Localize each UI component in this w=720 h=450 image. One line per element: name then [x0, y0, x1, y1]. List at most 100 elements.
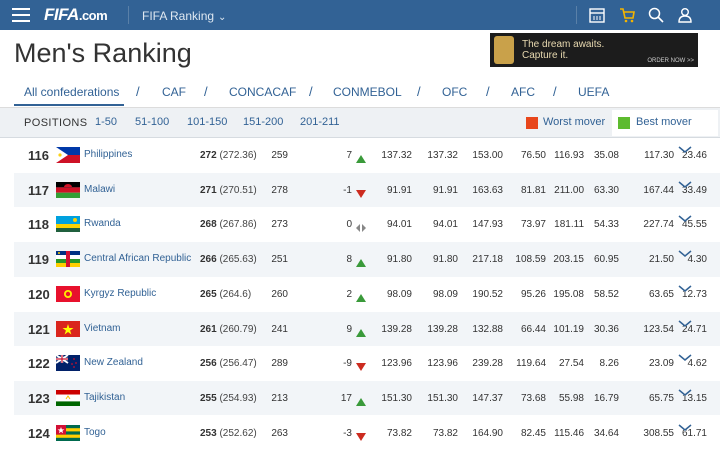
- positions-range-link[interactable]: 201-211: [300, 116, 340, 128]
- score-cell: 66.44: [520, 323, 546, 335]
- points-cell: 268 (267.86): [200, 219, 257, 231]
- vietnam-flag-icon: [56, 320, 80, 337]
- table-row[interactable]: 119 Central African Republic 266 (265.63) 2…: [14, 242, 720, 277]
- score-cell: 27.54: [558, 358, 584, 370]
- score-cell: 101.19: [553, 323, 584, 335]
- tab-caf[interactable]: CAF: [162, 85, 186, 99]
- score-cell: 227.74: [643, 219, 674, 231]
- country-link[interactable]: Central African Republic: [84, 253, 192, 265]
- score-cell: 73.82: [386, 427, 412, 439]
- trend-down-icon: [355, 186, 367, 198]
- fifa-logo[interactable]: FIFA.com: [44, 5, 108, 24]
- menu-icon[interactable]: [12, 8, 30, 22]
- chevron-down-icon: ⌄: [218, 12, 227, 23]
- best-mover-legend-box[interactable]: Best mover: [612, 110, 718, 136]
- table-row[interactable]: 116 Philippines 272 (272.36) 259 7 137.32 137.…: [14, 138, 720, 173]
- tab-concacaf[interactable]: CONCACAF: [229, 85, 297, 99]
- tabs-divider: [0, 107, 720, 108]
- table-row[interactable]: 122 New Zealand 256 (256.47) 289 -9 123.96 123…: [14, 346, 720, 381]
- chevron-down-icon[interactable]: [677, 281, 693, 292]
- trend-same-icon: [355, 220, 367, 233]
- score-cell: 91.91: [386, 184, 412, 196]
- country-link[interactable]: Tajikistan: [84, 391, 126, 403]
- score-cell: 91.80: [386, 254, 412, 266]
- newzealand-flag-icon: [56, 355, 80, 372]
- car-flag-icon: [56, 251, 80, 268]
- chevron-down-icon[interactable]: [677, 177, 693, 188]
- country-link[interactable]: Philippines: [84, 149, 133, 160]
- rank-cell: 117: [28, 182, 49, 198]
- table-row[interactable]: 123 Tajikistan 255 (254.93) 213 17 151.30 151.…: [14, 380, 720, 416]
- score-cell: 65.75: [648, 392, 674, 404]
- country-link[interactable]: Vietnam: [84, 322, 121, 334]
- positions-range-link[interactable]: 1-50: [95, 116, 118, 128]
- user-icon[interactable]: [676, 6, 694, 24]
- chevron-down-icon[interactable]: [677, 350, 693, 362]
- previous-points-cell: 260: [271, 288, 288, 300]
- score-cell: 21.50: [648, 254, 674, 266]
- rank-movement-cell: 17: [340, 392, 352, 404]
- rwanda-flag-icon: [56, 216, 80, 233]
- country-link[interactable]: Malawi: [84, 183, 116, 195]
- previous-points-cell: 278: [271, 184, 288, 196]
- score-cell: 98.09: [432, 288, 458, 300]
- positions-range-link[interactable]: 101-150: [187, 116, 228, 128]
- ad-order-button[interactable]: ORDER NOW >>: [647, 58, 694, 64]
- chevron-down-icon[interactable]: [677, 385, 693, 396]
- rank-cell: 122: [28, 356, 50, 372]
- country-link[interactable]: Rwanda: [84, 218, 121, 230]
- tab-all-confederations[interactable]: All confederations: [24, 85, 120, 99]
- rank-cell: 124: [28, 425, 50, 441]
- rank-movement-cell: 8: [346, 254, 352, 266]
- score-cell: 95.26: [520, 288, 546, 300]
- search-icon[interactable]: [647, 6, 665, 24]
- previous-points-cell: 263: [271, 427, 288, 439]
- points-cell: 261 (260.79): [200, 323, 257, 335]
- table-row[interactable]: 124 Togo 253 (252.62) 263 -3 73.82 73.82 164.90…: [14, 415, 720, 450]
- table-row[interactable]: 118 Rwanda 268 (267.86) 273 0 94.01 94.01 147.9…: [14, 207, 720, 242]
- tab-afc[interactable]: AFC: [511, 85, 535, 99]
- tab-conmebol[interactable]: CONMEBOL: [333, 85, 402, 99]
- chevron-down-icon[interactable]: [677, 246, 693, 258]
- country-link[interactable]: New Zealand: [84, 357, 143, 369]
- best-mover-legend: Best mover: [636, 116, 692, 128]
- score-cell: 58.52: [593, 288, 619, 300]
- tab-ofc[interactable]: OFC: [442, 85, 468, 99]
- table-row[interactable]: 121 Vietnam 261 (260.79) 241 9 139.28 139.28 13…: [14, 311, 720, 346]
- score-cell: 23.09: [648, 358, 674, 370]
- score-cell: 123.54: [643, 323, 674, 335]
- tab-separator: /: [553, 84, 557, 99]
- score-cell: 123.96: [381, 358, 412, 370]
- previous-points-cell: 241: [271, 323, 288, 335]
- advertisement-banner[interactable]: The dream awaits. Capture it. ORDER NOW >…: [490, 33, 698, 67]
- country-link[interactable]: Togo: [84, 426, 106, 438]
- chevron-down-icon[interactable]: [677, 316, 693, 327]
- tab-separator: /: [417, 84, 421, 99]
- table-row[interactable]: 120 Kyrgyz Republic 265 (264.6) 260 2 98.09 98…: [14, 276, 720, 312]
- calendar-icon[interactable]: [588, 6, 606, 24]
- philippines-flag-icon: [56, 147, 80, 163]
- score-cell: 190.52: [472, 288, 503, 300]
- score-cell: 94.01: [432, 219, 458, 231]
- country-link[interactable]: Kyrgyz Republic: [84, 287, 157, 299]
- score-cell: 76.50: [520, 150, 546, 161]
- top-navigation-bar: FIFA.com FIFA Ranking ⌄: [0, 0, 720, 30]
- score-cell: 45.55: [681, 219, 707, 231]
- rank-movement-cell: -9: [343, 358, 352, 370]
- tab-uefa[interactable]: UEFA: [578, 85, 610, 99]
- chevron-down-icon[interactable]: [677, 211, 693, 223]
- table-row[interactable]: 117 Malawi 271 (270.51) 278 -1 91.91 91.91 163.…: [14, 172, 720, 208]
- section-label: FIFA Ranking: [142, 9, 215, 23]
- chevron-down-icon[interactable]: [677, 142, 693, 153]
- trend-up-icon: [355, 394, 367, 406]
- score-cell: 117.30: [644, 150, 674, 161]
- score-cell: 163.63: [472, 184, 503, 196]
- positions-range-link[interactable]: 51-100: [135, 116, 170, 128]
- chevron-down-icon[interactable]: [677, 420, 693, 431]
- score-cell: 63.65: [648, 288, 674, 300]
- cart-icon[interactable]: [618, 6, 636, 24]
- positions-range-link[interactable]: 151-200: [243, 116, 284, 128]
- worst-mover-legend[interactable]: Worst mover: [543, 116, 606, 128]
- tab-separator: /: [204, 84, 208, 99]
- section-dropdown[interactable]: FIFA Ranking ⌄: [142, 9, 226, 23]
